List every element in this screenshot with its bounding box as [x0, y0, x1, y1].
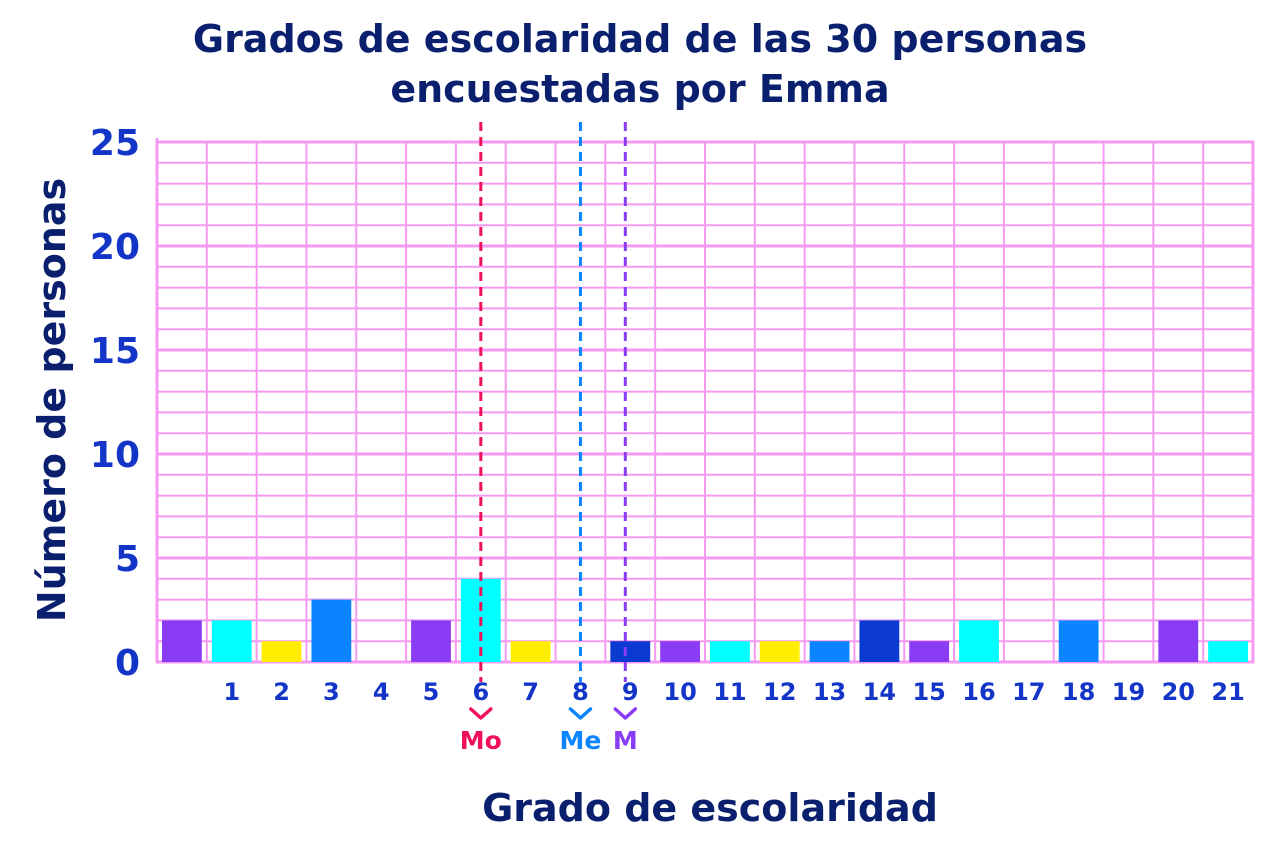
- bar: [311, 599, 352, 662]
- x-tick-label: 17: [1012, 678, 1045, 706]
- y-tick-label: 10: [90, 435, 140, 476]
- y-tick-label: 20: [90, 227, 140, 268]
- bar: [759, 641, 800, 662]
- bar: [411, 620, 451, 662]
- x-tick-label: 1: [223, 678, 240, 706]
- marker-label: Me: [560, 726, 602, 755]
- x-tick-label: 11: [713, 678, 746, 706]
- x-axis-label: Grado de escolaridad: [482, 786, 938, 830]
- marker-label: M: [613, 726, 638, 755]
- bar: [162, 620, 202, 662]
- marker-label: Mo: [460, 726, 502, 755]
- bar: [261, 641, 302, 662]
- bar: [211, 620, 252, 662]
- x-tick-label: 21: [1211, 678, 1244, 706]
- bar: [959, 620, 999, 662]
- x-tick-label: 13: [813, 678, 846, 706]
- x-tick-label: 12: [763, 678, 796, 706]
- x-tick-label: 16: [962, 678, 995, 706]
- bar: [610, 641, 651, 662]
- bar: [1208, 641, 1248, 662]
- bar: [1158, 620, 1199, 662]
- x-tick-label: 19: [1112, 678, 1145, 706]
- chart-title-line-1: Grados de escolaridad de las 30 personas: [192, 17, 1088, 61]
- y-tick-label: 15: [90, 331, 140, 372]
- x-tick-label: 6: [472, 678, 489, 706]
- marker-chevron-icon: [613, 707, 638, 720]
- x-tick-label: 5: [423, 678, 440, 706]
- bar: [710, 641, 750, 662]
- bar: [510, 641, 551, 662]
- bar: [660, 641, 700, 662]
- x-tick-label: 4: [373, 678, 390, 706]
- y-tick-label: 0: [115, 643, 140, 684]
- bar: [809, 641, 850, 662]
- x-tick-label: 15: [912, 678, 945, 706]
- chart-title: Grados de escolaridad de las 30 personas…: [0, 14, 1280, 114]
- bar: [909, 641, 950, 662]
- x-tick-label: 14: [863, 678, 896, 706]
- x-tick-label: 9: [622, 678, 639, 706]
- bar: [1058, 620, 1099, 662]
- bar: [859, 620, 900, 662]
- marker-chevron-icon: [469, 707, 493, 720]
- marker-chevron-icon: [568, 707, 593, 720]
- x-tick-label: 3: [323, 678, 340, 706]
- x-tick-label: 10: [663, 678, 696, 706]
- x-tick-label: 20: [1162, 678, 1195, 706]
- x-tick-label: 2: [273, 678, 290, 706]
- x-tick-label: 8: [572, 678, 589, 706]
- x-tick-label: 7: [522, 678, 539, 706]
- x-tick-label: 18: [1062, 678, 1095, 706]
- y-tick-label: 5: [115, 539, 140, 580]
- y-tick-label: 25: [90, 123, 140, 164]
- chart-title-line-2: encuestadas por Emma: [390, 67, 890, 111]
